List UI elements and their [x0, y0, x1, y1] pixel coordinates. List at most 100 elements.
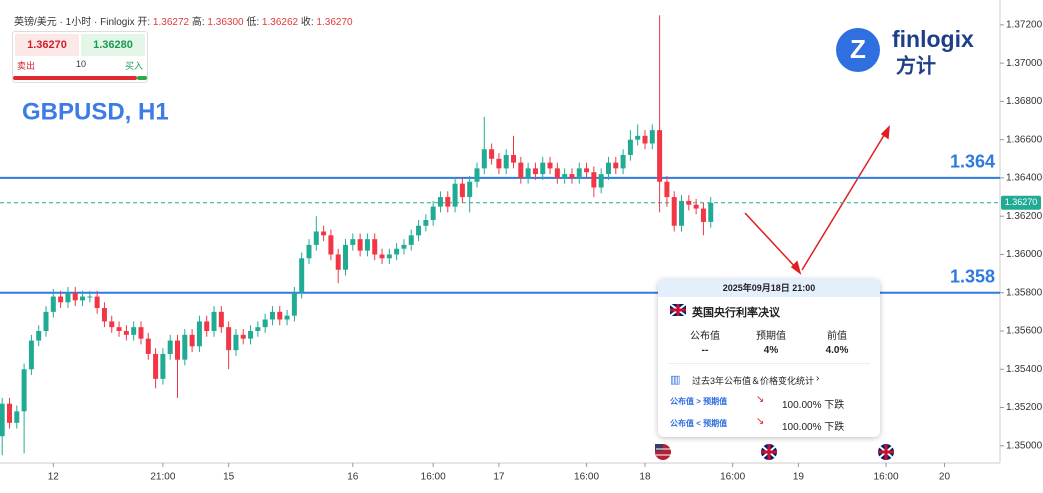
chart-title: GBPUSD, H1	[22, 98, 169, 125]
y-tick-label: 1.36800	[1006, 96, 1043, 107]
value: 1.36270	[316, 17, 353, 28]
result: 100.00% 下跌	[782, 400, 845, 411]
event-popup[interactable]: 2025年09月18日 21:00 英国央行利率决议 公布值 预期值 前值 --…	[658, 279, 880, 437]
candle-body	[445, 197, 451, 207]
candle-body	[80, 296, 86, 301]
candle-body	[131, 327, 137, 335]
y-tick-label: 1.35800	[1006, 287, 1043, 298]
candle-body	[72, 292, 78, 301]
level-label: 1.358	[950, 266, 995, 286]
event-time: 2025年09月18日 21:00	[658, 279, 880, 297]
candle-body	[226, 327, 232, 351]
column-header: 预期值	[756, 331, 786, 342]
value: 1.36300	[207, 17, 244, 28]
candle-body	[28, 340, 34, 370]
buy-bar	[137, 76, 147, 80]
result: 100.00% 下跌	[782, 422, 845, 433]
candle-body	[547, 162, 553, 169]
header: 英镑/美元 · 1小时 · Finlogix 开: 1.36272 高: 1.3…	[14, 13, 353, 28]
candle-body	[335, 254, 341, 270]
y-tick-label: 1.36600	[1006, 134, 1043, 145]
y-tick-label: 1.36000	[1006, 249, 1043, 260]
candle-body	[364, 239, 370, 251]
condition: 公布值 > 预期值	[670, 397, 728, 406]
candle-body	[613, 162, 619, 169]
candle-body	[277, 311, 283, 320]
label: 开:	[137, 17, 151, 28]
symbol: 英镑/美元 · 1小时 · Finlogix	[14, 17, 135, 28]
sell-price[interactable]: 1.36270	[15, 34, 79, 56]
candle-body	[167, 340, 173, 354]
value: 1.36262	[261, 17, 299, 28]
candle-body	[189, 334, 195, 347]
quantity[interactable]: 10	[75, 59, 86, 69]
candle-body	[94, 296, 100, 309]
candle-body	[255, 327, 261, 331]
candle-body	[313, 231, 319, 245]
candle-body	[576, 168, 582, 178]
candle-body	[160, 353, 166, 379]
logo-icon: Z	[836, 28, 880, 72]
candle-body	[218, 311, 224, 328]
candle-body	[43, 311, 49, 331]
candle-body	[408, 235, 414, 245]
buy-price[interactable]: 1.36280	[81, 34, 145, 56]
x-tick-label: 21:00	[150, 472, 175, 483]
column-header: 公布值	[690, 331, 720, 342]
x-tick-label: 16	[347, 472, 359, 483]
trade-widget: 1.36270 1.36280 卖出 10 买入	[12, 31, 148, 83]
candle-body	[204, 321, 210, 331]
candle-body	[21, 369, 27, 412]
candle-body	[182, 334, 188, 360]
candle-body	[627, 139, 633, 155]
candle-body	[386, 254, 392, 259]
candle-body	[350, 239, 356, 245]
candle-body	[50, 296, 56, 312]
candle-body	[6, 403, 12, 423]
condition: 公布值 < 预期值	[670, 419, 728, 428]
candle-body	[584, 168, 590, 173]
candle-body	[430, 206, 436, 221]
y-tick-label: 1.35600	[1006, 326, 1043, 337]
svg-text:Z: Z	[850, 34, 866, 64]
candle-body	[474, 168, 480, 182]
candle-body	[211, 311, 217, 331]
y-tick-label: 1.36200	[1006, 211, 1043, 222]
candle-body	[679, 200, 685, 226]
candle-body	[642, 135, 648, 144]
last-price-box	[1001, 195, 1041, 210]
candle-body	[591, 172, 597, 188]
column-value: 4%	[763, 345, 779, 356]
candle-body	[635, 135, 641, 140]
candle-body	[101, 308, 107, 322]
candle-body	[693, 204, 699, 209]
candle-body	[518, 162, 524, 178]
y-tick-label: 1.35400	[1006, 364, 1043, 375]
candle-body	[343, 244, 349, 270]
candle-body	[328, 235, 334, 255]
candle-body	[196, 321, 202, 347]
x-tick-label: 16:00	[421, 472, 446, 483]
candle-body	[700, 208, 706, 222]
x-tick-label: 19	[793, 472, 805, 483]
candle-body	[233, 334, 239, 351]
candle-body	[138, 327, 144, 339]
candle-body	[87, 296, 93, 298]
candle-body	[394, 248, 400, 255]
uk-flag	[670, 304, 686, 316]
stats-link[interactable]: 过去3年公布值＆价格变化统计	[692, 376, 815, 386]
candle-body	[657, 130, 663, 182]
candle-body	[664, 181, 670, 198]
candle-body	[109, 321, 115, 328]
x-tick-label: 15	[223, 472, 235, 483]
label: 低:	[246, 17, 260, 28]
x-tick-label: 20	[939, 472, 951, 483]
x-tick-label: 12	[48, 472, 60, 483]
candle-body	[65, 292, 71, 303]
candle-body	[437, 197, 443, 207]
candle-body	[423, 220, 429, 226]
buy-button[interactable]: 买入	[124, 61, 143, 71]
candle-body	[503, 154, 509, 169]
sell-button[interactable]: 卖出	[17, 61, 36, 71]
